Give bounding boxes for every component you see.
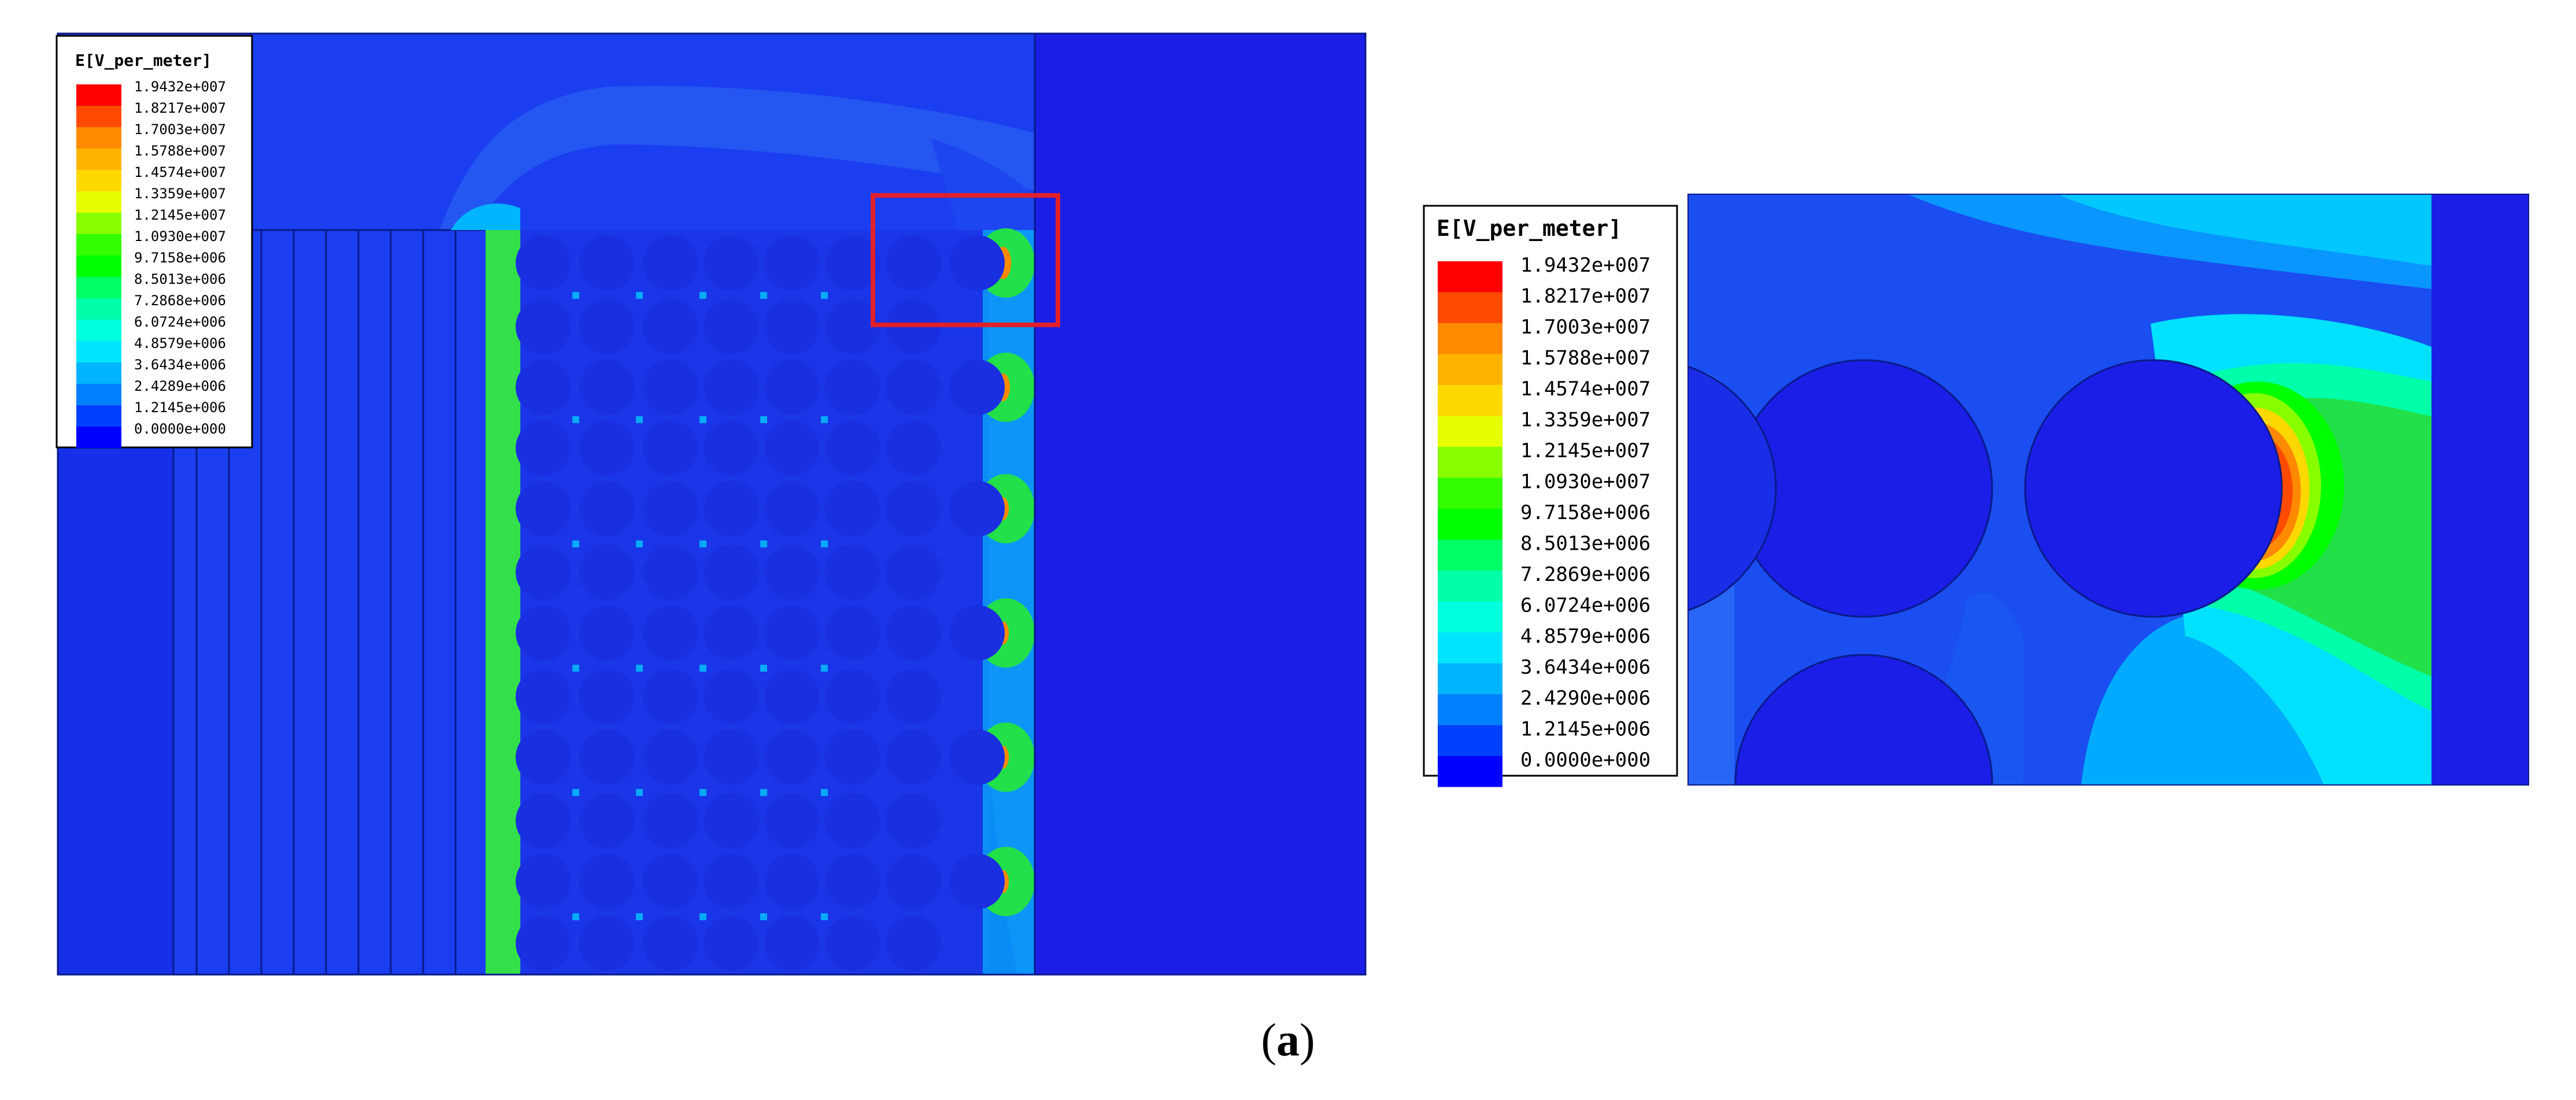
legL-label: 1.8217e+007 xyxy=(134,100,226,116)
legR-swatch xyxy=(1438,477,1502,509)
legR-label: 9.7158e+006 xyxy=(1520,501,1650,524)
legL-swatch xyxy=(76,427,121,448)
legR-label: 6.0724e+006 xyxy=(1520,594,1650,617)
legL-swatch xyxy=(76,106,121,127)
legR-label: 1.9432e+007 xyxy=(1520,254,1650,277)
legend-right: E[V_per_meter] 1.9432e+007 1.8217e+007 1.7… xyxy=(1423,205,1678,787)
conductor-region xyxy=(516,230,1005,975)
legR-swatch xyxy=(1438,632,1502,664)
legL-swatch xyxy=(76,149,121,170)
caption-letter: a xyxy=(1276,1015,1300,1066)
legR-swatch xyxy=(1438,571,1502,602)
legR-label: 1.2145e+007 xyxy=(1520,439,1650,462)
legend-left: E[V_per_meter] 1.9432e+007 1.8217e+007 1.7… xyxy=(55,35,253,449)
legR-label: 8.5013e+006 xyxy=(1520,532,1650,555)
legL-label: 1.3359e+007 xyxy=(134,186,226,202)
right-plot-border xyxy=(1687,194,2529,786)
figure-caption: (a) xyxy=(1261,1015,1315,1066)
legR-label: 1.5788e+007 xyxy=(1520,347,1650,370)
legL-swatch xyxy=(76,341,121,362)
legL-label: 9.7158e+006 xyxy=(134,250,226,266)
legend-right-title: E[V_per_meter] xyxy=(1437,216,1622,241)
right-zoom-plot xyxy=(1688,194,2529,785)
legR-label: 1.0930e+007 xyxy=(1520,471,1650,494)
conductor-bottom xyxy=(1734,654,1993,785)
legR-label: 1.3359e+007 xyxy=(1520,409,1650,432)
legR-label: 1.2145e+006 xyxy=(1520,718,1650,741)
core-block xyxy=(1035,34,1365,975)
legL-label: 7.2868e+006 xyxy=(134,292,226,309)
conductor-right xyxy=(2024,359,2283,618)
legR-swatch xyxy=(1438,725,1502,756)
legL-label: 1.7003e+007 xyxy=(134,121,226,138)
legL-label: 4.8579e+006 xyxy=(134,335,226,351)
legL-swatch xyxy=(76,362,121,384)
legR-swatch xyxy=(1438,509,1502,540)
legL-swatch xyxy=(76,191,121,213)
legL-label: 8.5013e+006 xyxy=(134,271,226,287)
legR-label: 1.7003e+007 xyxy=(1520,316,1650,339)
legL-label: 2.4289e+006 xyxy=(134,378,226,394)
legL-swatch xyxy=(76,127,121,149)
left-field-plot xyxy=(58,34,1365,975)
legL-label: 6.0724e+006 xyxy=(134,314,226,330)
legR-swatch xyxy=(1438,539,1502,571)
zoom-core-block xyxy=(2431,194,2529,785)
legR-label: 0.0000e+000 xyxy=(1520,749,1650,772)
legend-left-title: E[V_per_meter] xyxy=(75,51,212,70)
legL-label: 3.6434e+006 xyxy=(134,357,226,373)
legR-swatch xyxy=(1438,354,1502,385)
legR-swatch xyxy=(1438,601,1502,632)
legL-swatch xyxy=(76,384,121,405)
legL-swatch xyxy=(76,405,121,427)
legR-label: 1.4574e+007 xyxy=(1520,377,1650,401)
legR-swatch xyxy=(1438,663,1502,694)
legL-swatch xyxy=(76,234,121,255)
legR-swatch xyxy=(1438,416,1502,447)
legL-label: 0.0000e+000 xyxy=(134,421,226,437)
left-plot-border xyxy=(57,32,1367,976)
legL-swatch xyxy=(76,84,121,106)
edge-field-hotspots xyxy=(949,228,1035,975)
legL-swatch xyxy=(76,213,121,234)
legL-label: 1.5788e+007 xyxy=(134,143,226,159)
legL-label: 1.2145e+007 xyxy=(134,207,226,223)
legR-swatch xyxy=(1438,385,1502,416)
legR-label: 4.8579e+006 xyxy=(1520,625,1650,648)
legL-label: 1.0930e+007 xyxy=(134,228,226,245)
legR-swatch xyxy=(1438,756,1502,787)
legR-label: 7.2869e+006 xyxy=(1520,563,1650,586)
legL-swatch xyxy=(76,170,121,191)
legL-label: 1.4574e+007 xyxy=(134,164,226,180)
legL-label: 1.2145e+006 xyxy=(134,399,226,416)
legR-label: 1.8217e+007 xyxy=(1520,285,1650,308)
legR-swatch xyxy=(1438,292,1502,323)
legL-swatch xyxy=(76,320,121,341)
winding-strips xyxy=(172,229,486,975)
zoom-region-box xyxy=(871,193,1060,327)
legR-swatch xyxy=(1438,694,1502,725)
legR-swatch xyxy=(1438,261,1502,292)
legR-label: 3.6434e+006 xyxy=(1520,656,1650,679)
legL-swatch xyxy=(76,298,121,320)
left-gap-strip xyxy=(486,230,520,975)
legL-label: 1.9432e+007 xyxy=(134,79,226,95)
legR-label: 2.4290e+006 xyxy=(1520,687,1650,710)
legL-swatch xyxy=(76,255,121,277)
legL-swatch xyxy=(76,277,121,298)
legR-swatch xyxy=(1438,447,1502,478)
legR-swatch xyxy=(1438,323,1502,354)
